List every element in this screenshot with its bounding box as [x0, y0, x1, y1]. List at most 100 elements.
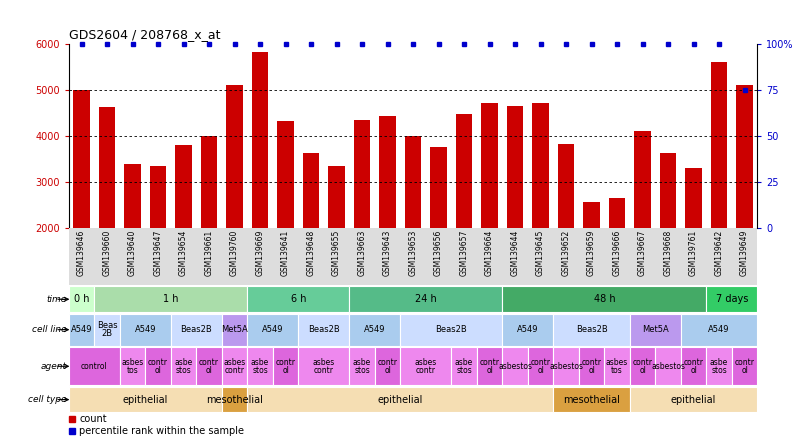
Text: contr
ol: contr ol: [148, 358, 168, 375]
Bar: [273, 347, 298, 385]
Text: GSM139653: GSM139653: [408, 230, 418, 276]
Text: contr
ol: contr ol: [199, 358, 219, 375]
Bar: [120, 313, 171, 345]
Text: count: count: [79, 414, 107, 424]
Bar: [655, 347, 681, 385]
Bar: [69, 387, 222, 412]
Bar: [583, 202, 600, 228]
Text: agent: agent: [40, 362, 66, 371]
Bar: [222, 347, 247, 385]
Bar: [94, 313, 120, 345]
Text: A549: A549: [517, 325, 539, 334]
Text: A549: A549: [364, 325, 386, 334]
Text: GSM139649: GSM139649: [740, 230, 749, 276]
Text: asbestos: asbestos: [651, 362, 685, 371]
Bar: [247, 387, 553, 412]
Bar: [298, 313, 349, 345]
Text: GSM139760: GSM139760: [230, 230, 239, 276]
Text: 24 h: 24 h: [415, 294, 437, 304]
Bar: [328, 166, 345, 228]
Text: GSM139660: GSM139660: [103, 230, 112, 276]
Text: epithelial: epithelial: [377, 395, 423, 404]
Bar: [349, 347, 375, 385]
Bar: [456, 115, 472, 228]
Bar: [303, 153, 319, 228]
Text: asbes
contr: asbes contr: [313, 358, 335, 375]
Text: contr
ol: contr ol: [377, 358, 398, 375]
Text: contr
ol: contr ol: [633, 358, 653, 375]
Text: GSM139668: GSM139668: [663, 230, 672, 276]
Bar: [379, 116, 396, 228]
Bar: [507, 106, 523, 228]
Bar: [681, 313, 757, 345]
Text: contr
ol: contr ol: [531, 358, 551, 375]
Bar: [502, 286, 706, 313]
Text: GSM139642: GSM139642: [714, 230, 723, 276]
Bar: [558, 144, 574, 228]
Text: time: time: [46, 295, 66, 304]
Bar: [477, 347, 502, 385]
Bar: [400, 347, 451, 385]
Text: mesothelial: mesothelial: [563, 395, 620, 404]
Text: GSM139657: GSM139657: [459, 230, 469, 276]
Bar: [634, 131, 651, 228]
Bar: [711, 62, 727, 228]
Text: GSM139647: GSM139647: [154, 230, 163, 276]
Bar: [405, 136, 421, 228]
Text: A549: A549: [709, 325, 730, 334]
Bar: [528, 347, 553, 385]
Text: control: control: [81, 362, 108, 371]
Text: GSM139655: GSM139655: [332, 230, 341, 276]
Text: GDS2604 / 208768_x_at: GDS2604 / 208768_x_at: [69, 28, 220, 41]
Text: contr
ol: contr ol: [582, 358, 602, 375]
Text: Beas2B: Beas2B: [181, 325, 212, 334]
Bar: [94, 286, 247, 313]
Bar: [706, 286, 757, 313]
Bar: [660, 153, 676, 228]
Text: Beas2B: Beas2B: [308, 325, 339, 334]
Bar: [532, 103, 549, 228]
Bar: [201, 136, 217, 228]
Bar: [222, 313, 247, 345]
Text: GSM139664: GSM139664: [485, 230, 494, 276]
Text: contr
ol: contr ol: [684, 358, 704, 375]
Text: asbe
stos: asbe stos: [251, 358, 269, 375]
Bar: [681, 347, 706, 385]
Bar: [69, 313, 94, 345]
Bar: [277, 121, 294, 228]
Text: contr
ol: contr ol: [735, 358, 755, 375]
Bar: [430, 147, 447, 228]
Text: GSM139652: GSM139652: [561, 230, 570, 276]
Bar: [706, 347, 732, 385]
Bar: [145, 347, 171, 385]
Bar: [400, 313, 502, 345]
Text: Met5A: Met5A: [221, 325, 248, 334]
Bar: [736, 85, 752, 228]
Bar: [247, 347, 273, 385]
Bar: [732, 347, 757, 385]
Text: Met5A: Met5A: [642, 325, 669, 334]
Bar: [298, 347, 349, 385]
Text: asbestos: asbestos: [549, 362, 583, 371]
Bar: [74, 91, 90, 228]
Bar: [451, 347, 477, 385]
Bar: [502, 347, 528, 385]
Text: asbe
stos: asbe stos: [710, 358, 728, 375]
Text: A549: A549: [70, 325, 92, 334]
Bar: [175, 145, 192, 228]
Bar: [553, 387, 630, 412]
Text: GSM139643: GSM139643: [383, 230, 392, 276]
Text: asbe
stos: asbe stos: [455, 358, 473, 375]
Text: epithelial: epithelial: [122, 395, 168, 404]
Bar: [630, 347, 655, 385]
Bar: [609, 198, 625, 228]
Bar: [99, 107, 115, 228]
Bar: [196, 347, 222, 385]
Bar: [120, 347, 145, 385]
Bar: [685, 168, 702, 228]
Bar: [349, 313, 400, 345]
Text: 1 h: 1 h: [163, 294, 178, 304]
Bar: [604, 347, 630, 385]
Text: GSM139663: GSM139663: [357, 230, 367, 276]
Text: contr
ol: contr ol: [275, 358, 296, 375]
